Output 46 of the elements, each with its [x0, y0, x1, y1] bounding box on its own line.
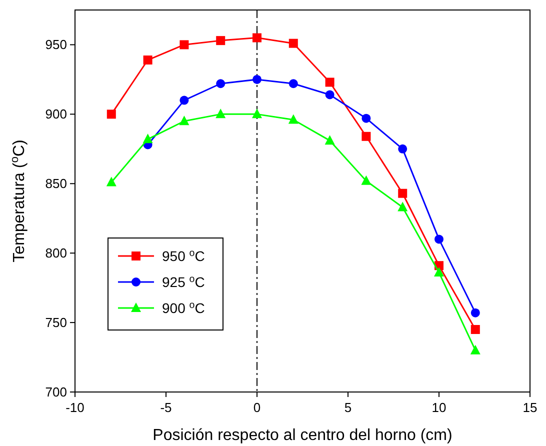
- point: [252, 108, 262, 118]
- point: [216, 108, 226, 118]
- point: [143, 56, 152, 65]
- point: [470, 344, 480, 354]
- x-tick-label: -5: [160, 400, 172, 415]
- legend-label: 900 $^{o}$C: [162, 300, 205, 316]
- x-tick-label: 10: [432, 400, 446, 415]
- point: [398, 202, 408, 212]
- y-tick-label: 800: [45, 246, 67, 261]
- point: [362, 114, 371, 123]
- point: [325, 90, 334, 100]
- point: [362, 132, 371, 141]
- point: [434, 267, 444, 277]
- y-tick-label: 850: [45, 176, 67, 192]
- point: [180, 96, 189, 105]
- legend-label: 950 $^{o}$C: [162, 248, 205, 264]
- legend-label: 925 $^{o}$C: [162, 274, 205, 290]
- y-tick-label: 900: [45, 106, 67, 122]
- x-tick-label: 5: [344, 400, 352, 415]
- x-tick-label: -10: [66, 400, 84, 415]
- point: [470, 308, 480, 318]
- point: [142, 134, 153, 144]
- point: [325, 78, 334, 87]
- point: [288, 38, 298, 48]
- point: [398, 144, 408, 154]
- point: [216, 79, 226, 88]
- point: [179, 116, 190, 126]
- point: [252, 74, 262, 84]
- point: [288, 114, 298, 124]
- point: [288, 79, 298, 88]
- x-tick-label: 0: [253, 400, 261, 415]
- y-tick-label: 750: [45, 315, 67, 330]
- point: [324, 135, 335, 145]
- point: [106, 176, 116, 186]
- point: [434, 234, 444, 244]
- x-tick-label: 15: [522, 400, 538, 415]
- point: [180, 40, 189, 50]
- y-tick-label: 950: [45, 37, 67, 52]
- point: [106, 110, 116, 119]
- point: [470, 324, 480, 334]
- x-axis-title: Posición respecto al centro del horno (cm): [152, 427, 452, 444]
- point: [252, 33, 262, 42]
- point: [361, 175, 372, 185]
- point: [216, 36, 226, 46]
- point: [398, 188, 408, 198]
- y-tick-label: 700: [45, 384, 67, 400]
